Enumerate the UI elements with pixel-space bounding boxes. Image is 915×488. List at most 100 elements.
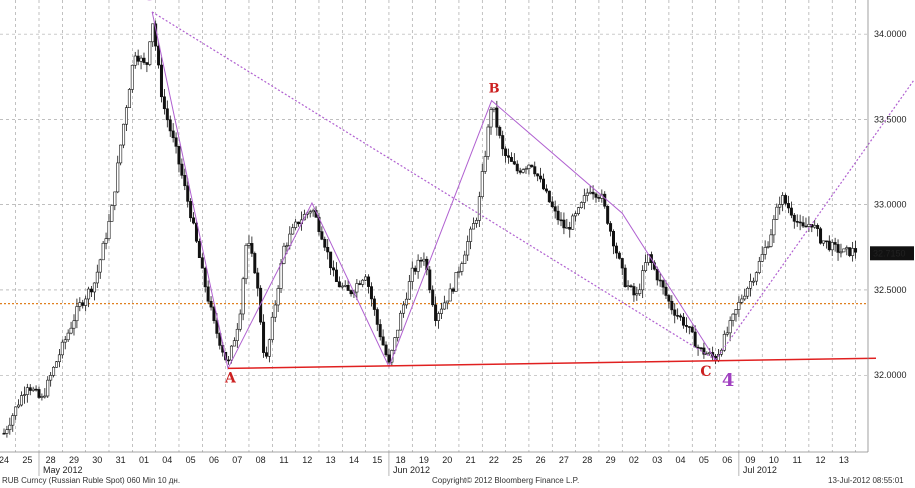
wave-label-b: B bbox=[489, 82, 500, 97]
candle-body bbox=[235, 328, 239, 341]
candle-body bbox=[664, 286, 668, 296]
candle-body bbox=[477, 196, 481, 221]
x-tick-label: 10 bbox=[769, 455, 779, 465]
candle-body bbox=[84, 298, 88, 306]
candle-body bbox=[101, 242, 105, 261]
candle-body bbox=[5, 429, 9, 434]
trend-up-line bbox=[715, 79, 915, 361]
candle-body bbox=[323, 238, 327, 248]
candle-body bbox=[577, 207, 581, 214]
copyright-label: Copyright© 2012 Bloomberg Finance L.P. bbox=[432, 476, 580, 485]
candle-body bbox=[749, 280, 753, 289]
candle-body bbox=[442, 302, 446, 310]
candle-body bbox=[687, 326, 691, 328]
candle-body bbox=[460, 263, 464, 272]
candle-body bbox=[168, 119, 172, 132]
candle-body bbox=[763, 247, 767, 255]
wave-label-4: 4 bbox=[722, 370, 735, 391]
x-tick-label: 09 bbox=[746, 455, 756, 465]
candle-body bbox=[754, 272, 758, 282]
candle-body bbox=[693, 331, 697, 348]
x-tick-label: 28 bbox=[582, 455, 592, 465]
candle-body bbox=[340, 285, 344, 288]
y-tick-label: 32.0000 bbox=[874, 370, 907, 380]
candle-body bbox=[136, 55, 140, 62]
candle-body bbox=[329, 251, 333, 269]
candle-body bbox=[326, 246, 330, 253]
candle-body bbox=[92, 282, 96, 293]
candle-body bbox=[696, 346, 700, 349]
candle-body bbox=[804, 225, 808, 228]
candle-body bbox=[192, 217, 196, 224]
candle-body bbox=[31, 388, 35, 391]
candle-body bbox=[472, 223, 476, 230]
candle-body bbox=[107, 221, 111, 239]
month-label: Jun 2012 bbox=[393, 465, 430, 475]
month-label: Jul 2012 bbox=[743, 465, 777, 475]
candle-body bbox=[262, 321, 266, 353]
candle-body bbox=[635, 293, 639, 296]
candle-body bbox=[769, 234, 773, 247]
candle-body bbox=[75, 306, 79, 322]
candle-body bbox=[684, 324, 688, 327]
candle-body bbox=[413, 267, 417, 272]
candle-body bbox=[279, 263, 283, 289]
x-tick-label: 14 bbox=[349, 455, 359, 465]
candle-body bbox=[824, 240, 828, 243]
candle-body bbox=[451, 288, 455, 292]
x-tick-label: 06 bbox=[209, 455, 219, 465]
candle-body bbox=[629, 285, 633, 288]
candle-body bbox=[247, 243, 251, 246]
candle-body bbox=[725, 332, 729, 335]
candle-body bbox=[807, 223, 811, 227]
candle-body bbox=[72, 320, 76, 329]
candle-body bbox=[174, 137, 178, 147]
x-tick-label: 11 bbox=[793, 455, 802, 465]
candle-body bbox=[722, 333, 726, 351]
candle-body bbox=[579, 202, 583, 208]
candle-body bbox=[285, 245, 289, 247]
candle-body bbox=[25, 387, 29, 395]
candle-body bbox=[57, 354, 61, 363]
x-tick-label: 29 bbox=[606, 455, 616, 465]
candle-body bbox=[273, 304, 277, 318]
candle-body bbox=[431, 289, 435, 306]
candle-body bbox=[515, 163, 519, 172]
candle-body bbox=[786, 203, 790, 209]
candle-body bbox=[54, 361, 58, 368]
candle-body bbox=[43, 395, 47, 398]
x-tick-label: 12 bbox=[816, 455, 826, 465]
candle-body bbox=[457, 271, 461, 273]
candle-body bbox=[8, 424, 12, 430]
candle-body bbox=[556, 210, 560, 221]
candle-body bbox=[463, 254, 467, 264]
candle-body bbox=[854, 248, 858, 253]
candle-body bbox=[78, 302, 82, 307]
candle-body bbox=[130, 64, 134, 90]
candle-body bbox=[702, 347, 706, 355]
candle-body bbox=[609, 223, 613, 232]
candle-body bbox=[203, 267, 207, 288]
candle-body bbox=[819, 228, 823, 244]
candle-body bbox=[655, 268, 659, 281]
candle-body bbox=[760, 254, 764, 262]
candle-body bbox=[501, 135, 505, 150]
candle-body bbox=[644, 262, 648, 271]
candle-body bbox=[151, 23, 155, 43]
candle-body bbox=[623, 267, 627, 288]
candle-body bbox=[46, 379, 50, 397]
candle-body bbox=[816, 225, 820, 230]
candle-body bbox=[89, 288, 93, 293]
candle-body bbox=[638, 289, 642, 294]
y-tick-label: 34.0000 bbox=[874, 29, 907, 39]
candle-body bbox=[562, 219, 566, 229]
candle-body bbox=[238, 313, 242, 330]
candle-body bbox=[332, 267, 336, 271]
candle-body bbox=[367, 276, 371, 287]
candle-body bbox=[597, 197, 601, 199]
candle-body bbox=[728, 320, 732, 334]
candle-body bbox=[565, 227, 569, 229]
candle-body bbox=[670, 300, 674, 311]
candle-body bbox=[396, 329, 400, 338]
